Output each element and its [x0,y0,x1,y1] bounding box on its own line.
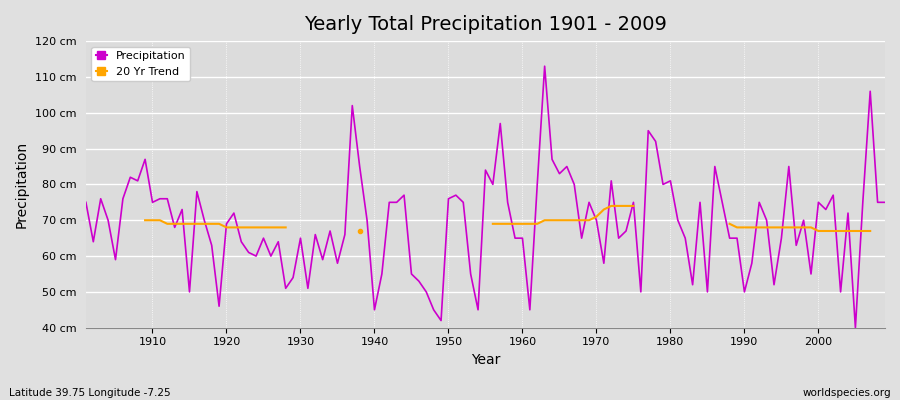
Legend: Precipitation, 20 Yr Trend: Precipitation, 20 Yr Trend [92,47,190,81]
Y-axis label: Precipitation: Precipitation [15,141,29,228]
Text: Latitude 39.75 Longitude -7.25: Latitude 39.75 Longitude -7.25 [9,388,171,398]
X-axis label: Year: Year [471,353,500,367]
Title: Yearly Total Precipitation 1901 - 2009: Yearly Total Precipitation 1901 - 2009 [304,15,667,34]
Text: worldspecies.org: worldspecies.org [803,388,891,398]
